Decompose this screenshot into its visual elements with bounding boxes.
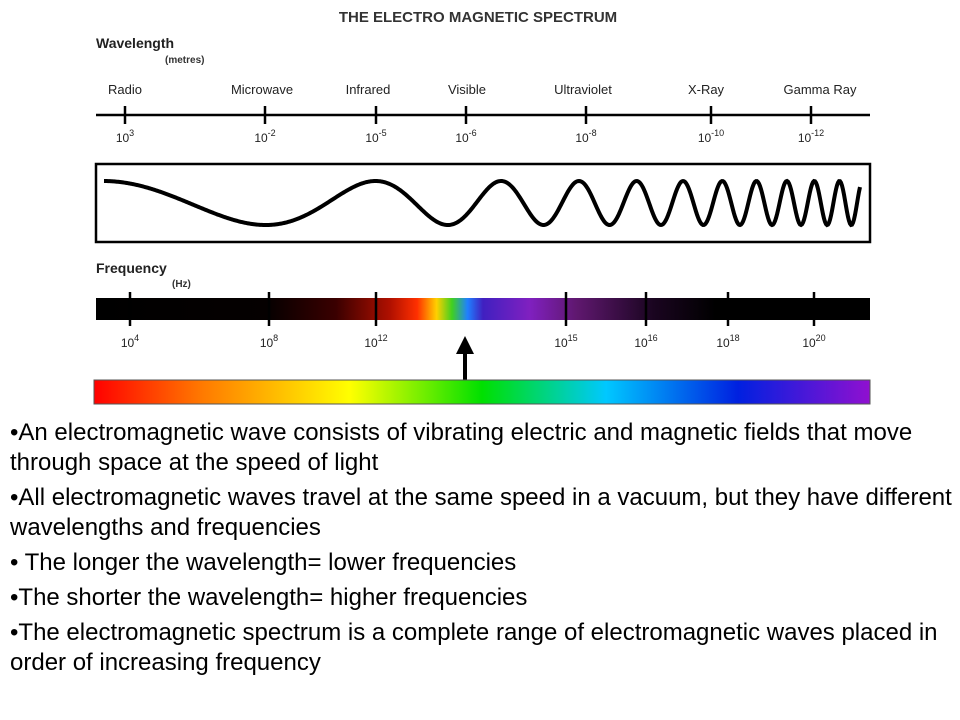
tick-exponent: 8 [273, 333, 278, 343]
tick-exponent: 15 [568, 333, 578, 343]
visible-arrow-head [456, 336, 474, 354]
frequency-tick-label: 1018 [716, 333, 739, 350]
frequency-tick-label: 1015 [554, 333, 577, 350]
tick-exponent: 16 [648, 333, 658, 343]
note-item: The shorter the wavelength= higher frequ… [10, 583, 955, 613]
diagram-title: THE ELECTRO MAGNETIC SPECTRUM [339, 9, 617, 26]
wave-box [94, 162, 872, 244]
visible-spectrum-bar [93, 379, 871, 405]
band-labels: Radio Microwave Infrared Visible Ultraviolet… [108, 82, 857, 97]
tick-exponent: -8 [589, 128, 597, 138]
wavelength-tick-labels: 103 10-2 10-5 10-6 10-8 10-10 10-12 [116, 128, 824, 145]
tick-base: 10 [716, 336, 730, 350]
frequency-bar [96, 298, 870, 320]
frequency-unit: (Hz) [172, 279, 191, 290]
tick-exponent: -2 [268, 128, 276, 138]
band-label-gamma-ray: Gamma Ray [784, 82, 857, 97]
wavelength-tick-label: 10-5 [365, 128, 386, 145]
tick-base: 10 [121, 336, 135, 350]
frequency-tick-label: 1012 [364, 333, 387, 350]
tick-base: 10 [260, 336, 274, 350]
tick-base: 10 [365, 131, 379, 145]
tick-exponent: 4 [134, 333, 139, 343]
tick-exponent: -12 [811, 128, 824, 138]
band-label-ultraviolet: Ultraviolet [554, 82, 612, 97]
wavelength-tick-label: 10-12 [798, 128, 824, 145]
tick-exponent: -6 [469, 128, 477, 138]
tick-exponent: 12 [378, 333, 388, 343]
tick-exponent: 20 [816, 333, 826, 343]
note-item: All electromagnetic waves travel at the … [10, 483, 955, 543]
tick-base: 10 [798, 131, 812, 145]
wave-curve [103, 178, 862, 228]
band-label-radio: Radio [108, 82, 142, 97]
tick-exponent: 3 [129, 128, 134, 138]
wavelength-tick-label: 10-10 [698, 128, 724, 145]
tick-base: 10 [575, 131, 589, 145]
note-item: An electromagnetic wave consists of vibr… [10, 418, 955, 478]
frequency-tick-label: 108 [260, 333, 278, 350]
frequency-tick-label: 1020 [802, 333, 825, 350]
em-spectrum-diagram: THE ELECTRO MAGNETIC SPECTRUM Wavelength… [93, 9, 872, 405]
wavelength-tick-label: 10-6 [455, 128, 476, 145]
tick-base: 10 [254, 131, 268, 145]
tick-base: 10 [802, 336, 816, 350]
notes-list: An electromagnetic wave consists of vibr… [10, 418, 955, 683]
tick-exponent: 18 [730, 333, 740, 343]
band-label-visible: Visible [448, 82, 486, 97]
wavelength-unit: (metres) [165, 55, 204, 66]
frequency-ticks [128, 292, 816, 326]
wavelength-ticks [123, 106, 813, 124]
note-item: The electromagnetic spectrum is a comple… [10, 618, 955, 678]
tick-base: 10 [116, 131, 130, 145]
wavelength-tick-label: 10-8 [575, 128, 596, 145]
tick-base: 10 [455, 131, 469, 145]
band-label-infrared: Infrared [346, 82, 391, 97]
band-label-microwave: Microwave [231, 82, 293, 97]
tick-base: 10 [698, 131, 712, 145]
note-item: The longer the wavelength= lower frequen… [10, 548, 955, 578]
tick-exponent: -10 [711, 128, 724, 138]
frequency-tick-label: 1016 [634, 333, 657, 350]
tick-exponent: -5 [379, 128, 387, 138]
frequency-tick-label: 104 [121, 333, 139, 350]
frequency-tick-labels: 104 108 1012 1015 1016 1018 1020 [121, 333, 826, 350]
tick-base: 10 [634, 336, 648, 350]
wavelength-tick-label: 103 [116, 128, 134, 145]
tick-base: 10 [364, 336, 378, 350]
band-label-x-ray: X-Ray [688, 82, 725, 97]
wavelength-tick-label: 10-2 [254, 128, 275, 145]
wavelength-label: Wavelength [96, 35, 174, 51]
tick-base: 10 [554, 336, 568, 350]
frequency-label: Frequency [96, 260, 167, 276]
